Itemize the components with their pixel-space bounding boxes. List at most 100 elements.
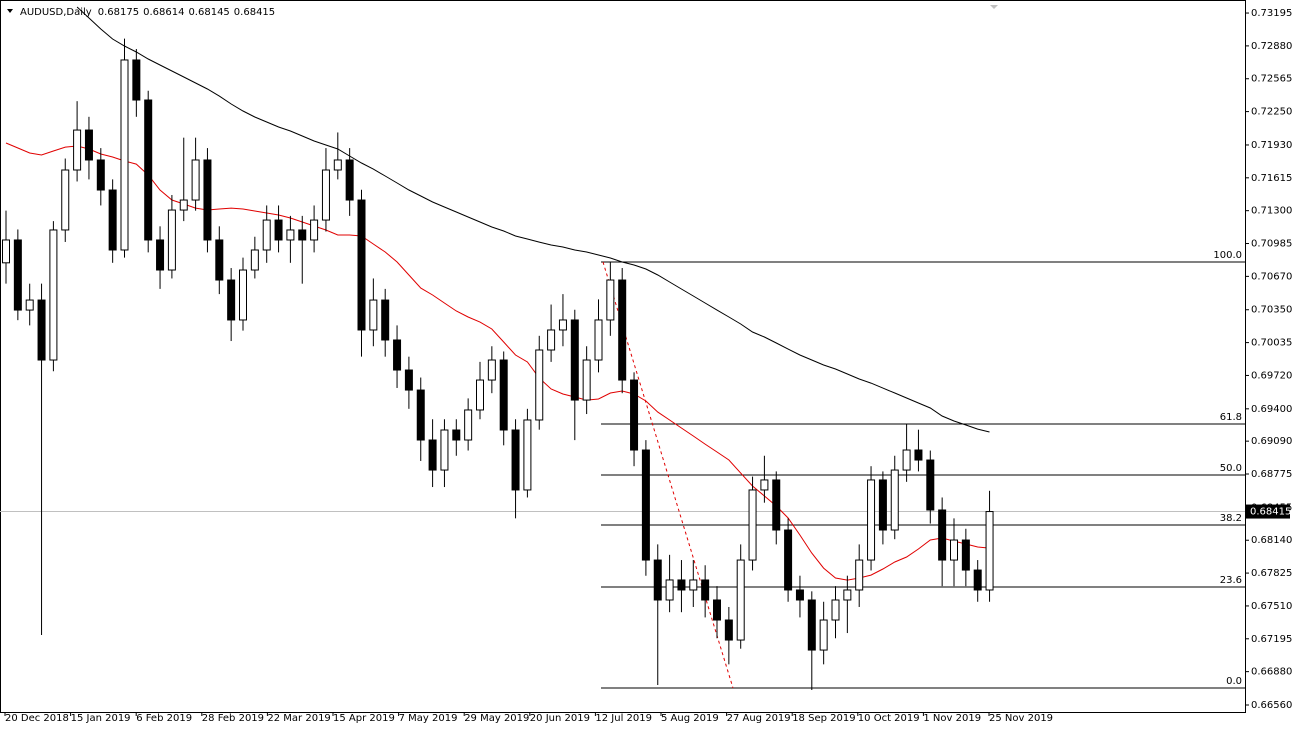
candle-body: [902, 449, 911, 471]
candle-body: [61, 169, 70, 231]
y-tick-label: 0.69720: [1251, 370, 1292, 381]
candle-body: [819, 619, 828, 651]
candle-body: [618, 279, 627, 381]
fib-label: 61.8: [1220, 412, 1242, 423]
candle-body: [985, 511, 994, 591]
candle-body: [13, 239, 22, 311]
price-label-box: [1246, 504, 1290, 519]
candle-body: [333, 159, 342, 171]
header-high: 0.68614: [143, 7, 184, 18]
candle-body: [84, 129, 93, 161]
candle-body: [404, 369, 413, 391]
candle-body: [653, 559, 662, 601]
y-tick-label: 0.67510: [1251, 601, 1292, 612]
candle-body: [914, 449, 923, 461]
x-tick-label: 20 Dec 2018: [5, 713, 69, 724]
candle-body: [286, 229, 295, 241]
candle-body: [215, 239, 224, 281]
candle-body: [570, 319, 579, 401]
candle-body: [890, 469, 899, 531]
x-tick-label: 5 Aug 2019: [661, 713, 719, 724]
price-label: 0.68415: [1250, 507, 1291, 518]
candle-body: [108, 189, 117, 251]
candle-body: [701, 579, 710, 601]
candle-body: [345, 159, 354, 201]
candle-body: [558, 319, 567, 331]
candle-body: [191, 159, 200, 201]
candle-body: [772, 479, 781, 531]
fib-label: 0.0: [1226, 676, 1242, 687]
candle-body: [760, 479, 769, 491]
candle-body: [606, 279, 615, 321]
candle-body: [973, 569, 982, 591]
y-tick-label: 0.70035: [1251, 338, 1292, 349]
moving-average: [76, 6, 990, 433]
candle-body: [523, 419, 532, 491]
candle-body: [381, 299, 390, 341]
candle-body: [25, 299, 34, 311]
x-tick-label: 15 Jan 2019: [71, 713, 131, 724]
fib-label: 23.6: [1220, 575, 1242, 586]
x-tick-label: 27 Aug 2019: [727, 713, 791, 724]
header-close: 0.68415: [234, 7, 275, 18]
candle-body: [393, 339, 402, 371]
symbol: AUDUSD,Daily: [20, 7, 92, 18]
y-tick-label: 0.67195: [1251, 634, 1292, 645]
x-tick-label: 6 Feb 2019: [136, 713, 192, 724]
candle-body: [855, 559, 864, 591]
header-low: 0.68145: [188, 7, 229, 18]
candle-body: [2, 239, 10, 264]
candle-body: [784, 529, 793, 591]
candle-body: [440, 429, 449, 471]
menu-triangle[interactable]: [7, 9, 13, 13]
x-tick-label: 20 Jun 2019: [530, 713, 590, 724]
candle-body: [748, 489, 757, 561]
candle-body: [321, 169, 330, 221]
y-tick-label: 0.70350: [1251, 305, 1292, 316]
y-tick-label: 0.71930: [1251, 140, 1292, 151]
candle-body: [96, 159, 105, 191]
candle-body: [961, 539, 970, 571]
x-tick-label: 12 Jul 2019: [595, 713, 652, 724]
moving-average: [5, 142, 990, 581]
y-tick-label: 0.72250: [1251, 107, 1292, 118]
candle-body: [428, 439, 437, 471]
candle-body: [736, 559, 745, 641]
candle-body: [167, 209, 176, 271]
candle-body: [499, 359, 508, 431]
candle-body: [677, 579, 686, 591]
candle-body: [179, 199, 188, 211]
x-tick-label: 29 May 2019: [464, 713, 529, 724]
candle-body: [37, 299, 46, 361]
x-tick-label: 1 Nov 2019: [923, 713, 981, 724]
candle-body: [843, 589, 852, 601]
candle-body: [144, 99, 153, 241]
fib-label: 50.0: [1220, 463, 1242, 474]
candle-body: [132, 59, 141, 101]
y-tick-label: 0.67825: [1251, 568, 1292, 579]
fib-label: 100.0: [1213, 250, 1242, 261]
candle-body: [452, 429, 461, 441]
candle-body: [310, 219, 319, 241]
candle-body: [547, 329, 556, 351]
candle-body: [239, 269, 247, 321]
candle-body: [831, 599, 840, 621]
candle-body: [938, 509, 947, 561]
x-tick-label: 22 Mar 2019: [267, 713, 330, 724]
candle-body: [689, 579, 698, 591]
header-open: 0.68175: [98, 7, 139, 18]
x-tick-label: 7 May 2019: [399, 713, 458, 724]
candle-body: [511, 429, 520, 491]
y-tick-label: 0.68775: [1251, 469, 1292, 480]
candle-body: [950, 539, 958, 561]
candle-body: [535, 349, 544, 421]
x-tick-label: 28 Feb 2019: [202, 713, 264, 724]
candle-body: [926, 459, 935, 511]
candle-body: [665, 579, 674, 601]
candle-body: [594, 319, 603, 361]
candle-body: [262, 219, 271, 251]
candle-body: [120, 59, 129, 251]
candle-body: [49, 229, 58, 361]
candle-body: [878, 479, 887, 531]
y-tick-label: 0.70985: [1251, 239, 1292, 250]
